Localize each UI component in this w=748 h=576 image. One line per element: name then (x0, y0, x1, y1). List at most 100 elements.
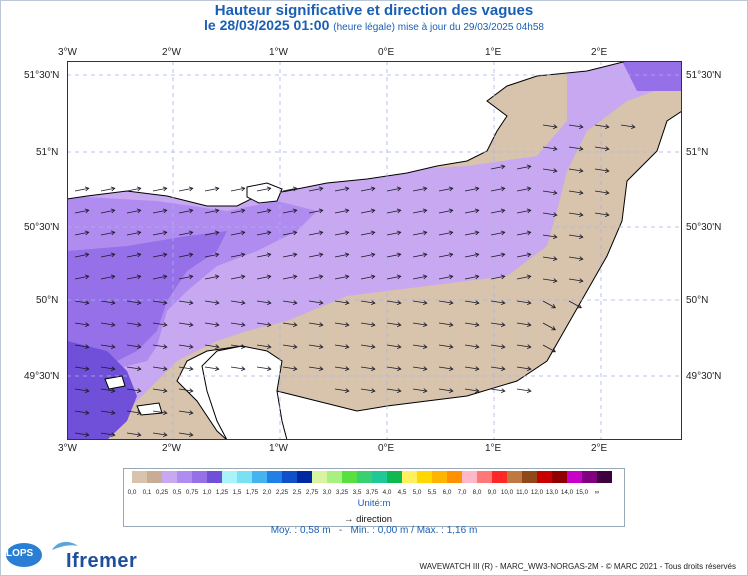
wave-arrow-head (266, 274, 272, 280)
wave-arrow-shaft (516, 300, 531, 304)
wave-arrow-head (552, 234, 558, 239)
legend-tick-label: 3,75 (366, 489, 379, 496)
wave-arrow-shaft (464, 300, 479, 304)
wave-arrow-head (84, 366, 90, 371)
legend-tick-label: 4,5 (398, 489, 407, 496)
statistics-line: Moy. : 0,58 m - Min. : 0,00 m / Max. : 1… (270, 525, 478, 536)
wave-arrow-shaft (490, 322, 505, 326)
lon-label-bottom: 2°W (162, 443, 181, 454)
wave-arrow-head (344, 274, 350, 280)
wave-arrow-shaft (386, 322, 401, 326)
wave-arrow-shaft (256, 231, 271, 236)
lat-label-left: 49°30'N (24, 371, 60, 382)
wave-arrow-head (136, 322, 142, 327)
lon-label-bottom: 3°W (58, 443, 77, 454)
legend-swatch (582, 471, 597, 483)
wave-arrow-head (162, 208, 168, 214)
wave-arrow-shaft (438, 322, 453, 326)
wave-arrow-shaft (256, 322, 271, 326)
wave-arrow-head (84, 186, 90, 192)
wave-arrow-head (396, 300, 402, 305)
wave-arrow-shaft (230, 300, 245, 304)
wave-arrow-head (214, 300, 220, 305)
wave-arrow-shaft (386, 388, 401, 392)
wave-arrow-shaft (230, 322, 245, 326)
wave-arrow-head (526, 300, 532, 305)
wave-arrow-shaft (308, 366, 323, 370)
wave-arrow-shaft (230, 344, 245, 348)
wave-arrow-shaft (412, 388, 427, 392)
legend-swatch (387, 471, 402, 483)
wave-arrow-shaft (256, 344, 271, 348)
wave-arrow-head (292, 252, 298, 258)
sea-coastal-beige (262, 251, 567, 401)
wave-arrow-shaft (100, 187, 115, 192)
wave-arrow-head (396, 208, 402, 214)
wave-arrow-head (136, 274, 142, 280)
color-scale: 0,0 0,1 0,25 0,5 0,75 1,0 1,25 1,5 1,75 2,0 2,25 2,… (128, 471, 612, 496)
wave-arrow-shaft (230, 253, 245, 258)
legend-swatch (252, 471, 267, 483)
wave-arrow-shaft (568, 124, 583, 128)
wave-arrow-head (136, 366, 142, 371)
wave-arrow-head (110, 432, 116, 437)
wave-arrow-shaft (282, 300, 297, 304)
legend-swatch (567, 471, 582, 483)
lat-label-right: 50°30'N (686, 222, 722, 233)
legend-swatch (282, 471, 297, 483)
wave-arrow-head (526, 230, 532, 236)
wave-arrow-shaft (178, 432, 193, 436)
wave-arrow-shaft (594, 124, 609, 128)
wave-arrow-head (292, 322, 298, 327)
lat-label-right: 50°N (686, 295, 709, 306)
wave-arrow-head (188, 186, 194, 192)
wave-arrow-head (84, 252, 90, 258)
wave-arrow-head (110, 230, 116, 236)
wave-arrow-head (110, 322, 116, 327)
wave-arrow-head (240, 186, 246, 192)
wave-arrow-shaft (334, 253, 349, 258)
wave-arrow-shaft (308, 300, 323, 304)
wave-arrow-shaft (126, 388, 141, 392)
wave-arrow-head (214, 322, 220, 327)
wave-arrow-shaft (386, 300, 401, 304)
wave-arrow-head (162, 344, 168, 349)
wave-arrow-head (344, 300, 350, 305)
wave-arrow-shaft (230, 231, 245, 236)
wave-arrow-shaft (516, 322, 531, 326)
wave-arrow-shaft (230, 187, 245, 192)
legend-swatch (462, 471, 477, 483)
wave-arrow-head (318, 274, 324, 280)
wave-arrow-shaft (178, 253, 193, 258)
legend-tick-label: 1,75 (246, 489, 259, 496)
wave-arrow-shaft (568, 168, 583, 172)
legend-tick-label: 10,0 (501, 489, 514, 496)
wave-arrow-head (396, 274, 402, 280)
wave-arrow-head (370, 208, 376, 214)
wave-arrow-shaft (308, 322, 323, 326)
wave-arrow-head (552, 124, 558, 129)
wave-arrow-head (500, 388, 506, 393)
direction-arrow-icon: → (344, 514, 354, 525)
wave-arrow-head (500, 300, 506, 305)
wave-arrow-head (578, 256, 584, 261)
wave-arrow-shaft (308, 187, 323, 192)
wave-arrow-shaft (204, 300, 219, 304)
stat-mean: Moy. : 0,58 m (270, 525, 331, 536)
wave-arrow-shaft (204, 187, 219, 192)
legend-panel: 0,0 0,1 0,25 0,5 0,75 1,0 1,25 1,5 1,75 2,0 2,25 2,… (123, 468, 625, 527)
legend-swatch (477, 471, 492, 483)
wave-arrow-head (162, 322, 168, 327)
legend-swatch (207, 471, 222, 483)
wave-arrow-shaft (126, 231, 141, 236)
wave-arrow-shaft (256, 187, 271, 192)
wave-arrow-head (84, 344, 90, 349)
wave-arrow-shaft (204, 231, 219, 236)
wave-arrow-head (500, 230, 506, 236)
wave-arrow-shaft (152, 410, 167, 414)
wave-arrow-head (422, 300, 428, 305)
wave-arrow-shaft (594, 168, 609, 172)
wave-arrow-head (162, 186, 168, 192)
wave-arrow-head (396, 252, 402, 258)
wave-arrow-head (604, 190, 610, 195)
